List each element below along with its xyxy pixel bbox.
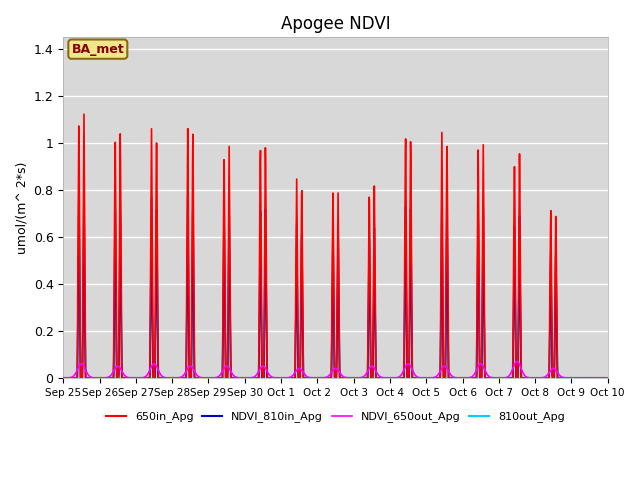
- Legend: 650in_Apg, NDVI_810in_Apg, NDVI_650out_Apg, 810out_Apg: 650in_Apg, NDVI_810in_Apg, NDVI_650out_A…: [102, 407, 570, 427]
- Text: BA_met: BA_met: [72, 43, 124, 56]
- Title: Apogee NDVI: Apogee NDVI: [281, 15, 390, 33]
- Y-axis label: umol/(m^ 2*s): umol/(m^ 2*s): [15, 161, 28, 254]
